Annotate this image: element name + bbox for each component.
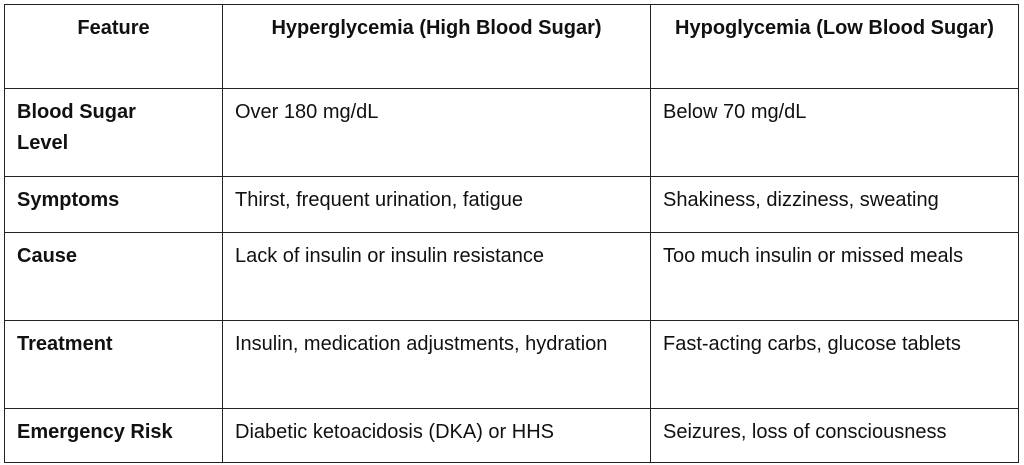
cell-text: Emergency Risk [17,421,173,443]
table-row: Symptoms Thirst, frequent urination, fati… [4,176,1019,233]
cell: Below 70 mg/dL [650,88,1019,177]
comparison-table: Feature Hyperglycemia (High Blood Sugar) H… [4,4,1019,463]
row-label: Cause [4,232,223,321]
cell-text: Shakiness, dizziness, sweating [663,189,939,211]
cell-text: Blood Sugar Level [17,101,136,154]
row-label: Blood Sugar Level [4,88,223,177]
cell: Shakiness, dizziness, sweating [650,176,1019,233]
cell: Seizures, loss of consciousness [650,408,1019,463]
cell-text: Too much insulin or missed meals [663,245,964,267]
header-cell: Hypoglycemia (Low Blood Sugar) [650,4,1019,89]
row-label: Emergency Risk [4,408,223,463]
cell-text: Cause [17,245,78,267]
cell-text: Lack of insulin or insulin resistance [235,245,545,267]
table-row: Emergency Risk Diabetic ketoacidosis (DKA… [4,408,1019,463]
row-label: Treatment [4,320,223,409]
row-label: Symptoms [4,176,223,233]
cell-text: Diabetic ketoacidosis (DKA) or HHS [235,421,554,443]
cell-text: Below 70 mg/dL [663,101,807,123]
header-cell: Hyperglycemia (High Blood Sugar) [222,4,651,89]
table-row: Treatment Insulin, medication adjustments… [4,320,1019,409]
cell-text: Thirst, frequent urination, fatigue [235,189,523,211]
cell: Over 180 mg/dL [222,88,651,177]
header-row: Feature Hyperglycemia (High Blood Sugar) H… [4,4,1019,89]
cell-text: Seizures, loss of consciousness [663,421,947,443]
table-row: Cause Lack of insulin or insulin resistan… [4,232,1019,321]
cell-text: Fast-acting carbs, glucose tablets [663,333,961,355]
cell-text: Insulin, medication adjustments, hydrati… [235,333,608,355]
cell: Diabetic ketoacidosis (DKA) or HHS [222,408,651,463]
cell: Too much insulin or missed meals [650,232,1019,321]
cell: Fast-acting carbs, glucose tablets [650,320,1019,409]
cell: Lack of insulin or insulin resistance [222,232,651,321]
cell-text: Over 180 mg/dL [235,101,379,123]
header-cell: Feature [4,4,223,89]
cell-text: Symptoms [17,189,120,211]
cell-text: Treatment [17,333,113,355]
table-row: Blood Sugar Level Over 180 mg/dL Below 70 … [4,88,1019,177]
cell: Insulin, medication adjustments, hydrati… [222,320,651,409]
cell: Thirst, frequent urination, fatigue [222,176,651,233]
